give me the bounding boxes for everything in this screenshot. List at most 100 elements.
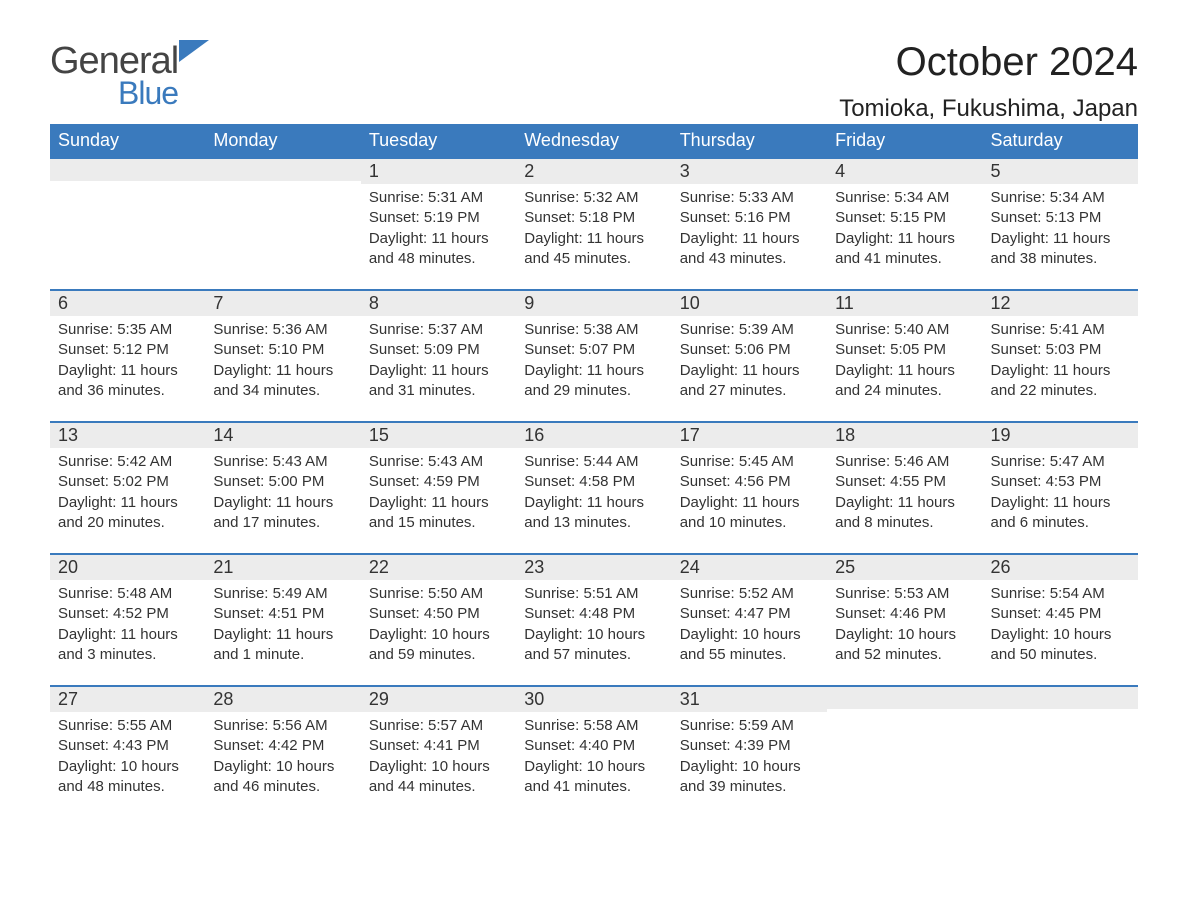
day-number: 3 xyxy=(672,157,827,184)
day-number: 4 xyxy=(827,157,982,184)
day-details: Sunrise: 5:34 AMSunset: 5:15 PMDaylight:… xyxy=(827,184,982,279)
calendar-week-row: 1Sunrise: 5:31 AMSunset: 5:19 PMDaylight… xyxy=(50,157,1138,289)
calendar-day-cell: 17Sunrise: 5:45 AMSunset: 4:56 PMDayligh… xyxy=(672,421,827,553)
day-number: 19 xyxy=(983,421,1138,448)
calendar-week-row: 27Sunrise: 5:55 AMSunset: 4:43 PMDayligh… xyxy=(50,685,1138,817)
day-details: Sunrise: 5:32 AMSunset: 5:18 PMDaylight:… xyxy=(516,184,671,279)
sunrise-line: Sunrise: 5:46 AM xyxy=(835,452,974,472)
day-number: 12 xyxy=(983,289,1138,316)
day-number: 8 xyxy=(361,289,516,316)
day-details: Sunrise: 5:48 AMSunset: 4:52 PMDaylight:… xyxy=(50,580,205,675)
sunset-line: Sunset: 4:58 PM xyxy=(524,472,663,492)
sunrise-line: Sunrise: 5:40 AM xyxy=(835,320,974,340)
calendar-day-cell: 9Sunrise: 5:38 AMSunset: 5:07 PMDaylight… xyxy=(516,289,671,421)
day-details: Sunrise: 5:33 AMSunset: 5:16 PMDaylight:… xyxy=(672,184,827,279)
calendar-week-row: 6Sunrise: 5:35 AMSunset: 5:12 PMDaylight… xyxy=(50,289,1138,421)
sunrise-line: Sunrise: 5:48 AM xyxy=(58,584,197,604)
sunset-line: Sunset: 5:02 PM xyxy=(58,472,197,492)
sunset-line: Sunset: 5:07 PM xyxy=(524,340,663,360)
daylight-line: Daylight: 11 hours and 17 minutes. xyxy=(213,493,352,534)
day-details: Sunrise: 5:58 AMSunset: 4:40 PMDaylight:… xyxy=(516,712,671,807)
day-details: Sunrise: 5:45 AMSunset: 4:56 PMDaylight:… xyxy=(672,448,827,543)
sunset-line: Sunset: 5:16 PM xyxy=(680,208,819,228)
calendar-day-cell: 20Sunrise: 5:48 AMSunset: 4:52 PMDayligh… xyxy=(50,553,205,685)
daylight-line: Daylight: 11 hours and 41 minutes. xyxy=(835,229,974,270)
sunset-line: Sunset: 4:39 PM xyxy=(680,736,819,756)
sunrise-line: Sunrise: 5:56 AM xyxy=(213,716,352,736)
day-details: Sunrise: 5:46 AMSunset: 4:55 PMDaylight:… xyxy=(827,448,982,543)
daylight-line: Daylight: 11 hours and 20 minutes. xyxy=(58,493,197,534)
calendar-day-cell: 14Sunrise: 5:43 AMSunset: 5:00 PMDayligh… xyxy=(205,421,360,553)
calendar-day-cell: 11Sunrise: 5:40 AMSunset: 5:05 PMDayligh… xyxy=(827,289,982,421)
sunrise-line: Sunrise: 5:35 AM xyxy=(58,320,197,340)
calendar-day-cell: 7Sunrise: 5:36 AMSunset: 5:10 PMDaylight… xyxy=(205,289,360,421)
daylight-line: Daylight: 11 hours and 13 minutes. xyxy=(524,493,663,534)
sunrise-line: Sunrise: 5:47 AM xyxy=(991,452,1130,472)
day-details: Sunrise: 5:47 AMSunset: 4:53 PMDaylight:… xyxy=(983,448,1138,543)
daylight-line: Daylight: 10 hours and 41 minutes. xyxy=(524,757,663,798)
day-number: 18 xyxy=(827,421,982,448)
day-details: Sunrise: 5:36 AMSunset: 5:10 PMDaylight:… xyxy=(205,316,360,411)
sunrise-line: Sunrise: 5:37 AM xyxy=(369,320,508,340)
daylight-line: Daylight: 10 hours and 48 minutes. xyxy=(58,757,197,798)
sunrise-line: Sunrise: 5:41 AM xyxy=(991,320,1130,340)
daylight-line: Daylight: 11 hours and 27 minutes. xyxy=(680,361,819,402)
daylight-line: Daylight: 11 hours and 45 minutes. xyxy=(524,229,663,270)
sunrise-line: Sunrise: 5:36 AM xyxy=(213,320,352,340)
day-number: 15 xyxy=(361,421,516,448)
day-number: 6 xyxy=(50,289,205,316)
daylight-line: Daylight: 11 hours and 24 minutes. xyxy=(835,361,974,402)
sunset-line: Sunset: 5:03 PM xyxy=(991,340,1130,360)
sunrise-line: Sunrise: 5:43 AM xyxy=(369,452,508,472)
day-number: 11 xyxy=(827,289,982,316)
sunset-line: Sunset: 4:55 PM xyxy=(835,472,974,492)
sunrise-line: Sunrise: 5:50 AM xyxy=(369,584,508,604)
empty-day xyxy=(827,685,982,709)
day-number: 29 xyxy=(361,685,516,712)
day-number: 2 xyxy=(516,157,671,184)
weekday-header: Wednesday xyxy=(516,124,671,157)
daylight-line: Daylight: 11 hours and 3 minutes. xyxy=(58,625,197,666)
flag-icon xyxy=(179,40,209,67)
day-details: Sunrise: 5:41 AMSunset: 5:03 PMDaylight:… xyxy=(983,316,1138,411)
day-number: 7 xyxy=(205,289,360,316)
sunset-line: Sunset: 5:10 PM xyxy=(213,340,352,360)
daylight-line: Daylight: 11 hours and 22 minutes. xyxy=(991,361,1130,402)
day-number: 31 xyxy=(672,685,827,712)
day-number: 13 xyxy=(50,421,205,448)
calendar-day-cell: 4Sunrise: 5:34 AMSunset: 5:15 PMDaylight… xyxy=(827,157,982,289)
daylight-line: Daylight: 11 hours and 48 minutes. xyxy=(369,229,508,270)
sunset-line: Sunset: 4:40 PM xyxy=(524,736,663,756)
daylight-line: Daylight: 11 hours and 43 minutes. xyxy=(680,229,819,270)
brand-logo: General Blue xyxy=(50,40,209,112)
day-details: Sunrise: 5:35 AMSunset: 5:12 PMDaylight:… xyxy=(50,316,205,411)
calendar-day-cell: 24Sunrise: 5:52 AMSunset: 4:47 PMDayligh… xyxy=(672,553,827,685)
day-details: Sunrise: 5:44 AMSunset: 4:58 PMDaylight:… xyxy=(516,448,671,543)
calendar-day-cell xyxy=(205,157,360,289)
empty-day xyxy=(205,157,360,181)
empty-day xyxy=(50,157,205,181)
title-block: October 2024 Tomioka, Fukushima, Japan xyxy=(839,40,1138,123)
daylight-line: Daylight: 11 hours and 31 minutes. xyxy=(369,361,508,402)
calendar-week-row: 20Sunrise: 5:48 AMSunset: 4:52 PMDayligh… xyxy=(50,553,1138,685)
sunset-line: Sunset: 4:59 PM xyxy=(369,472,508,492)
day-number: 24 xyxy=(672,553,827,580)
daylight-line: Daylight: 11 hours and 15 minutes. xyxy=(369,493,508,534)
day-details: Sunrise: 5:56 AMSunset: 4:42 PMDaylight:… xyxy=(205,712,360,807)
calendar-day-cell: 10Sunrise: 5:39 AMSunset: 5:06 PMDayligh… xyxy=(672,289,827,421)
weekday-header: Saturday xyxy=(983,124,1138,157)
day-number: 23 xyxy=(516,553,671,580)
daylight-line: Daylight: 10 hours and 55 minutes. xyxy=(680,625,819,666)
day-details: Sunrise: 5:53 AMSunset: 4:46 PMDaylight:… xyxy=(827,580,982,675)
calendar-header-row: SundayMondayTuesdayWednesdayThursdayFrid… xyxy=(50,124,1138,157)
sunrise-line: Sunrise: 5:39 AM xyxy=(680,320,819,340)
calendar-day-cell: 25Sunrise: 5:53 AMSunset: 4:46 PMDayligh… xyxy=(827,553,982,685)
calendar-day-cell: 1Sunrise: 5:31 AMSunset: 5:19 PMDaylight… xyxy=(361,157,516,289)
calendar-day-cell: 8Sunrise: 5:37 AMSunset: 5:09 PMDaylight… xyxy=(361,289,516,421)
sunset-line: Sunset: 4:52 PM xyxy=(58,604,197,624)
day-details: Sunrise: 5:59 AMSunset: 4:39 PMDaylight:… xyxy=(672,712,827,807)
sunrise-line: Sunrise: 5:51 AM xyxy=(524,584,663,604)
day-number: 20 xyxy=(50,553,205,580)
sunset-line: Sunset: 4:45 PM xyxy=(991,604,1130,624)
sunrise-line: Sunrise: 5:53 AM xyxy=(835,584,974,604)
